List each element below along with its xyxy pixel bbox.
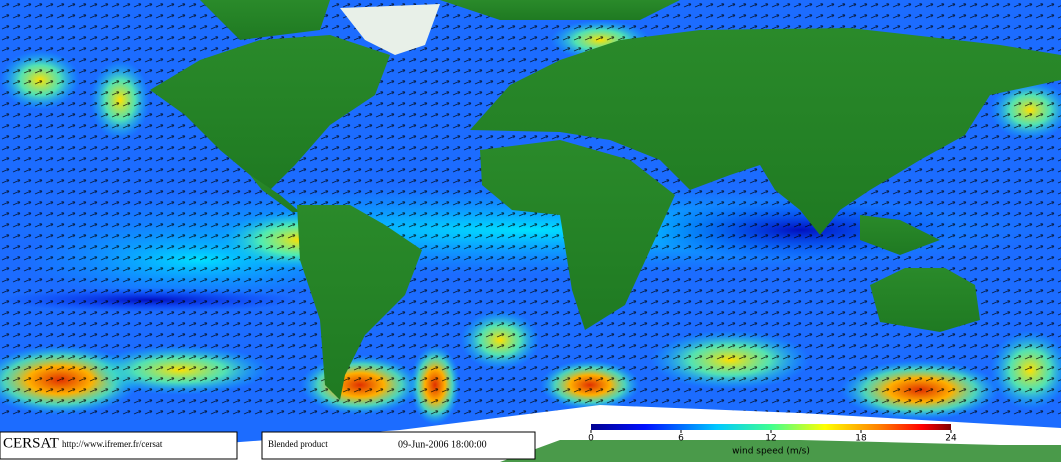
colorbar-tick-label: 12	[765, 434, 776, 444]
colorbar-tick-label: 6	[678, 434, 684, 444]
colorbar	[591, 424, 951, 430]
colorbar-tick-label: 18	[855, 434, 867, 444]
colorbar-tick-label: 0	[588, 434, 594, 444]
logo-url: http://www.ifremer.fr/cersat	[62, 439, 163, 449]
product: Blended product	[268, 439, 328, 449]
greenland	[340, 4, 440, 55]
info-box	[261, 431, 536, 460]
colorbar-tick-label: 24	[945, 434, 957, 444]
logo-box	[0, 431, 238, 460]
logo: CERSAT	[3, 435, 59, 451]
timestamp: 09-Jun-2006 18:00:00	[398, 439, 487, 450]
land	[150, 0, 1061, 400]
colorbar-label: wind speed (m/s)	[732, 447, 810, 457]
antarctica-land	[500, 440, 1061, 462]
